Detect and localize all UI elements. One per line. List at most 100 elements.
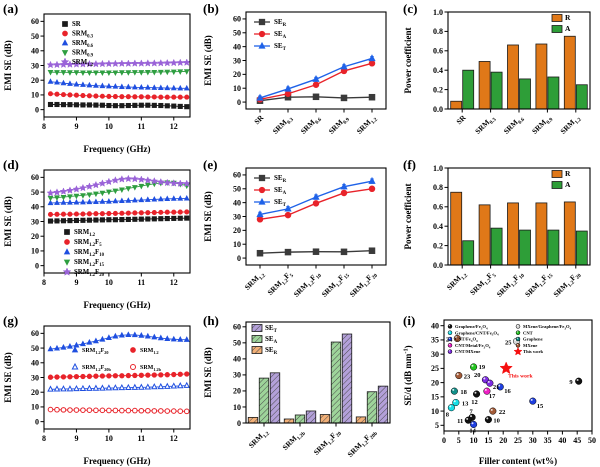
chart-f-power-coefficient: SRM1.2SRM1.2F5SRM1.2F10SRM1.2F15SRM1.2F2…: [403, 164, 591, 301]
panel-d: (d) 8 9 10 11 12 0 10 20 30 40 50 60 Frequency (GHz) E…: [0, 156, 200, 311]
svg-text:0.4: 0.4: [433, 66, 443, 75]
svg-text:7: 7: [469, 408, 473, 415]
svg-text:20: 20: [431, 378, 439, 387]
svg-text:SRM1.2: SRM1.2: [445, 269, 470, 294]
svg-text:0: 0: [442, 436, 446, 445]
svg-text:A: A: [565, 24, 571, 33]
svg-text:SRM1.2F20: SRM1.2F20: [551, 269, 583, 301]
svg-text:SRM1.2F20: SRM1.2F20: [312, 427, 344, 459]
svg-text:13: 13: [462, 401, 469, 408]
svg-text:0: 0: [35, 417, 39, 426]
svg-text:Power coefficient: Power coefficient: [403, 183, 413, 249]
svg-text:40: 40: [558, 436, 566, 445]
svg-text:30: 30: [31, 61, 39, 70]
svg-text:10: 10: [431, 407, 439, 416]
svg-text:EMI SE (dB): EMI SE (dB): [203, 35, 213, 86]
chart-i-sed-vs-filler-scatter: 78910111213141516171819202122232425This …: [402, 319, 596, 466]
svg-text:SRM1.2: SRM1.2: [72, 59, 94, 68]
svg-text:30: 30: [31, 373, 39, 382]
svg-text:CNT/MXene: CNT/MXene: [455, 349, 480, 354]
svg-text:45: 45: [573, 436, 581, 445]
svg-text:SET: SET: [265, 324, 278, 334]
svg-text:SRM1.2F15: SRM1.2F15: [320, 269, 352, 301]
svg-text:20: 20: [474, 372, 481, 379]
svg-text:11: 11: [138, 122, 146, 131]
svg-text:SRM1.2: SRM1.2: [243, 269, 268, 294]
panel-e: (e) SRM1.2 SRM1.2F5 SRM1.2F10 SRM1.2F15 SRM1.…: [200, 156, 400, 311]
svg-text:5: 5: [457, 436, 461, 445]
panel-label-b: (b): [203, 1, 219, 16]
svg-text:0.2: 0.2: [433, 85, 443, 94]
svg-text:21: 21: [493, 384, 500, 391]
svg-text:10: 10: [31, 91, 39, 100]
svg-text:SER: SER: [265, 346, 278, 356]
svg-text:SR: SR: [252, 113, 266, 127]
svg-text:SE/d (dB mm-1): SE/d (dB mm-1): [402, 345, 413, 405]
svg-text:50: 50: [31, 188, 39, 197]
svg-text:17: 17: [489, 393, 496, 400]
panel-c: (c) SR SRM0.3 SRM0.6 SRM0.9 SRM1.2 0.0 0.2 0.4 0.…: [400, 0, 600, 155]
svg-text:8: 8: [42, 278, 46, 287]
svg-text:10: 10: [493, 418, 500, 425]
panel-g: (g) 8 9 10 11 12 0 10 20 30 40 50 60 Frequency (GHz) E…: [0, 312, 200, 467]
svg-text:0.6: 0.6: [433, 203, 443, 212]
svg-text:20: 20: [31, 388, 39, 397]
svg-text:1.0: 1.0: [433, 8, 443, 17]
svg-text:0.8: 0.8: [433, 27, 443, 36]
svg-text:25: 25: [505, 339, 512, 346]
svg-text:8: 8: [446, 412, 450, 419]
chart-d-emi-se-vs-frequency: 8 9 10 11 12 0 10 20 30 40 50 60 Frequency (GHz) EMI …: [3, 169, 191, 310]
panel-label-a: (a): [3, 1, 19, 16]
svg-text:SRM0.9: SRM0.9: [530, 113, 555, 138]
svg-text:SEA: SEA: [274, 186, 287, 196]
svg-text:50: 50: [233, 185, 241, 194]
svg-text:20: 20: [499, 436, 507, 445]
svg-text:30: 30: [31, 217, 39, 226]
svg-text:15: 15: [537, 403, 544, 410]
svg-text:SRM1.2: SRM1.2: [74, 229, 96, 238]
svg-text:23: 23: [464, 374, 471, 381]
svg-text:10: 10: [105, 122, 113, 131]
svg-text:40: 40: [233, 355, 241, 364]
svg-text:30: 30: [233, 371, 241, 380]
svg-text:SRM1.2F5: SRM1.2F5: [266, 269, 296, 299]
svg-text:SRM0.6: SRM0.6: [299, 113, 324, 138]
svg-text:11: 11: [138, 278, 146, 287]
panel-label-f: (f): [403, 157, 416, 172]
svg-text:15: 15: [431, 393, 439, 402]
svg-text:SRM1.2F20b: SRM1.2F20b: [346, 427, 379, 460]
panel-h: (h) SRM1.2 SRM1.2b SRM1.2F20 SRM1.2F20b 0 10 20…: [200, 312, 400, 467]
svg-text:10: 10: [105, 278, 113, 287]
svg-text:10: 10: [31, 403, 39, 412]
svg-text:SRM1.2: SRM1.2: [140, 348, 159, 355]
svg-text:12: 12: [170, 434, 178, 443]
svg-text:40: 40: [233, 42, 241, 51]
svg-text:SRM1.2: SRM1.2: [558, 113, 583, 138]
svg-text:30: 30: [233, 212, 241, 221]
svg-text:0: 0: [237, 98, 241, 107]
svg-text:10: 10: [31, 247, 39, 256]
svg-text:A: A: [565, 180, 571, 189]
svg-text:MXene: MXene: [523, 343, 537, 348]
svg-text:20: 20: [31, 232, 39, 241]
svg-text:9: 9: [569, 379, 573, 386]
panel-b: (b) SR SRM0.3 SRM0.6 SRM0.9 SRM1.2 0 10 20 30 40 50…: [200, 0, 400, 155]
svg-text:60: 60: [233, 15, 241, 24]
svg-text:SRM1.2: SRM1.2: [355, 113, 380, 138]
svg-text:SRM1.2b: SRM1.2b: [140, 365, 162, 372]
svg-text:0.8: 0.8: [433, 183, 443, 192]
svg-text:SER: SER: [274, 174, 287, 184]
svg-text:SR: SR: [454, 113, 468, 127]
svg-text:0.6: 0.6: [433, 47, 443, 56]
svg-text:R: R: [565, 13, 571, 22]
svg-text:20: 20: [233, 70, 241, 79]
panel-label-e: (e): [203, 157, 218, 172]
svg-text:SRM1.2F20: SRM1.2F20: [348, 269, 380, 301]
panel-a: (a) 8 9 10 11 12 0 10 20 30 40 50 60 Frequency (GHz) E…: [0, 0, 200, 155]
svg-text:18: 18: [460, 389, 467, 396]
svg-text:16: 16: [504, 388, 511, 395]
svg-text:SRM1.2F5: SRM1.2F5: [74, 239, 102, 248]
svg-text:SR: SR: [72, 21, 81, 28]
svg-text:SRM0.9: SRM0.9: [327, 113, 352, 138]
